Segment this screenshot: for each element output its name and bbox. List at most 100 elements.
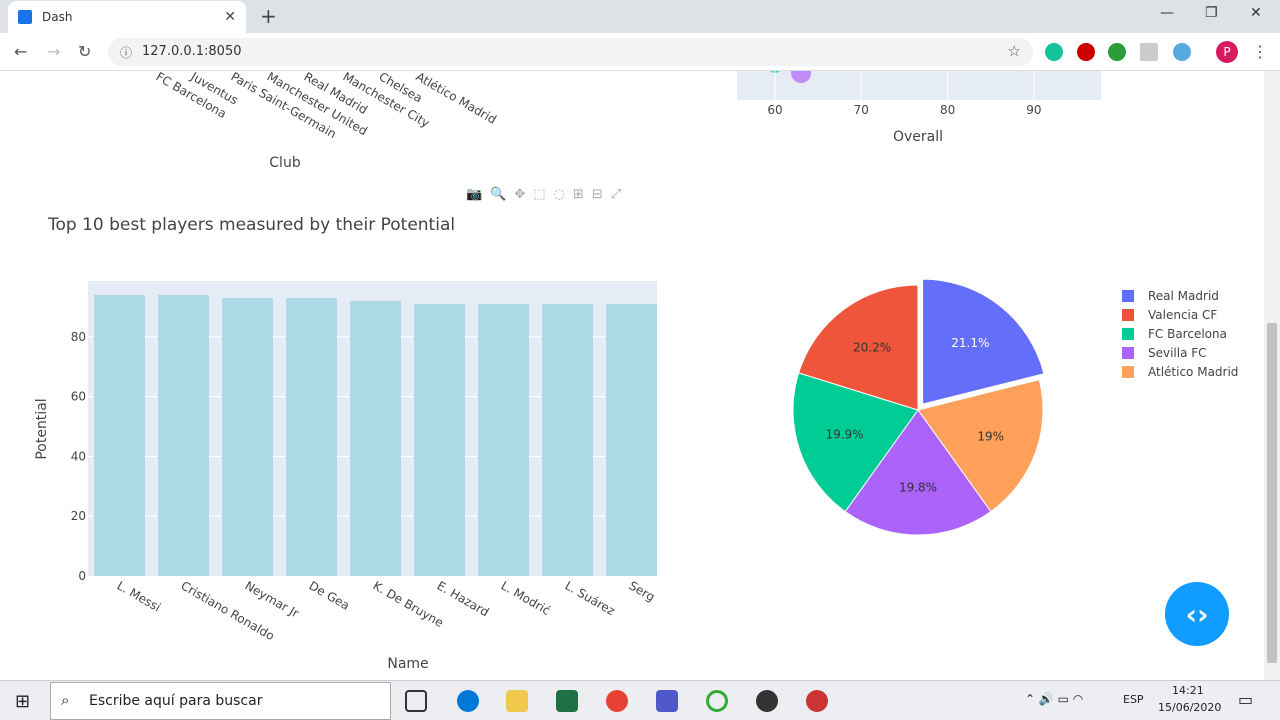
clock-date[interactable]: 15/06/2020 [1158, 701, 1222, 714]
bar-y-axis-title: Potential [34, 398, 50, 459]
tray-icons[interactable]: ⌃ 🔊 ▭ ◠ [1025, 692, 1084, 706]
bar [478, 304, 529, 576]
bar [222, 298, 273, 576]
zoom-out-icon[interactable]: ⊟ [591, 187, 611, 202]
page-scrollbar[interactable] [1264, 71, 1280, 680]
pie-slice [792, 372, 919, 513]
taskbar-search-input[interactable]: ⌕ Escribe aquí para buscar [50, 682, 391, 720]
overall-tick-label: 80 [940, 103, 955, 117]
legend-swatch [1122, 328, 1134, 340]
search-placeholder: Escribe aquí para buscar [89, 693, 263, 709]
bar [286, 298, 337, 576]
language-indicator[interactable]: ESP [1123, 693, 1144, 706]
windows-start-icon[interactable]: ⊞ [15, 691, 31, 712]
scatter-point [791, 71, 811, 83]
bar [350, 301, 401, 576]
clock-time[interactable]: 14:21 [1172, 684, 1204, 697]
label-clip [657, 576, 737, 616]
extension-notes-icon[interactable] [1140, 43, 1158, 61]
reload-button[interactable]: ↻ [78, 42, 92, 61]
bar-y-tick-label: 60 [71, 390, 86, 404]
bar-y-tick-label: 20 [71, 509, 86, 523]
bar [94, 295, 145, 576]
task-view-icon[interactable] [405, 690, 427, 712]
bar-x-axis-title: Name [387, 656, 428, 672]
scrollbar-thumb[interactable] [1267, 323, 1277, 663]
bar-x-tick-label: K. De Bruyne [371, 578, 446, 630]
legend-item: Atlético Madrid [1148, 365, 1238, 379]
autoscale-icon[interactable]: ⤢ [610, 187, 630, 202]
profile-avatar[interactable]: P [1216, 41, 1238, 63]
close-window-button[interactable]: ✕ [1250, 5, 1262, 21]
dash-debug-button[interactable]: ‹› [1165, 582, 1229, 646]
legend-swatch [1122, 366, 1134, 378]
bar-x-tick-label: L. Messi [115, 578, 163, 614]
pie-slice [798, 284, 919, 411]
legend-swatch [1122, 290, 1134, 302]
extension-check-icon[interactable] [1108, 43, 1126, 61]
legend-item: Valencia CF [1148, 308, 1217, 322]
url-input[interactable]: ⓘ 127.0.0.1:8050 ☆ [108, 38, 1033, 66]
code-icon: ‹› [1185, 597, 1209, 631]
bar-x-tick-label: L. Suárez [563, 578, 618, 618]
bar-y-tick-label: 0 [78, 569, 86, 583]
extension-globe-icon[interactable] [1173, 43, 1191, 61]
windows-taskbar: ⊞ ⌕ Escribe aquí para buscar ⌃ 🔊 ▭ ◠ ESP… [0, 680, 1280, 720]
lasso-icon[interactable]: ◌ [553, 187, 573, 202]
legend-item: Sevilla FC [1148, 346, 1207, 360]
bookmark-star-icon[interactable]: ☆ [1007, 42, 1021, 60]
legend-swatch [1122, 309, 1134, 321]
zoom-in-icon[interactable]: ⊞ [572, 187, 592, 202]
app-loader-icon[interactable] [706, 690, 728, 712]
pan-icon[interactable]: ✥ [514, 187, 534, 202]
tab-title: Dash [42, 10, 73, 24]
club-axis-title: Club [269, 155, 301, 171]
back-button[interactable]: ← [14, 42, 28, 61]
pie-slice-label: 19.8% [899, 481, 937, 495]
tab-dash[interactable]: Dash ✕ [8, 1, 246, 33]
pie-slice-label: 21.1% [951, 336, 989, 350]
restore-button[interactable]: ❐ [1205, 5, 1218, 21]
bar-y-tick-label: 40 [71, 449, 86, 463]
pie-slice-label: 19.9% [825, 428, 863, 442]
bar [606, 304, 657, 576]
bar [158, 295, 209, 576]
grammarly-extension-icon[interactable] [1045, 43, 1063, 61]
bar-x-tick-label: Neymar Jr [243, 578, 302, 620]
notifications-icon[interactable]: ▭ [1238, 690, 1254, 709]
address-bar-row: ← → ↻ ⓘ 127.0.0.1:8050 ☆ P ⋮ [0, 33, 1280, 71]
app-icon[interactable] [806, 690, 828, 712]
pie-slice [922, 278, 1045, 405]
zoom-icon[interactable]: 🔍 [490, 187, 515, 202]
bar-x-tick-label: L. Modrić [499, 578, 553, 617]
legend-item: FC Barcelona [1148, 327, 1227, 341]
close-tab-icon[interactable]: ✕ [224, 9, 236, 25]
box-select-icon[interactable]: ⬚ [533, 187, 554, 202]
adblock-extension-icon[interactable] [1077, 43, 1095, 61]
camera-icon[interactable]: 📷 [466, 187, 491, 202]
excel-icon[interactable] [556, 690, 578, 712]
menu-icon[interactable]: ⋮ [1252, 42, 1268, 61]
minimize-button[interactable]: — [1160, 5, 1174, 21]
overall-tick-label: 60 [767, 103, 782, 117]
obs-icon[interactable] [756, 690, 778, 712]
new-tab-button[interactable]: + [260, 4, 277, 28]
file-explorer-icon[interactable] [506, 690, 528, 712]
forward-button[interactable]: → [47, 42, 61, 61]
legend-item: Real Madrid [1148, 289, 1219, 303]
tab-bar: Dash ✕ + — ❐ ✕ [0, 0, 1280, 33]
bar-chart-title: Top 10 best players measured by their Po… [48, 215, 456, 235]
edge-icon[interactable] [457, 690, 479, 712]
overall-tick-label: 70 [854, 103, 869, 117]
bar [414, 304, 465, 576]
plotly-modebar: 📷🔍✥⬚◌⊞⊟⤢ [466, 187, 629, 202]
legend-swatch [1122, 347, 1134, 359]
url-text: 127.0.0.1:8050 [142, 44, 242, 59]
info-icon[interactable]: ⓘ [120, 46, 133, 60]
chrome-icon[interactable] [606, 690, 628, 712]
teams-icon[interactable] [656, 690, 678, 712]
dash-page: FC Barcelona Juventus Paris Saint-Germain M… [0, 71, 1264, 680]
overall-axis-title: Overall [893, 129, 943, 145]
